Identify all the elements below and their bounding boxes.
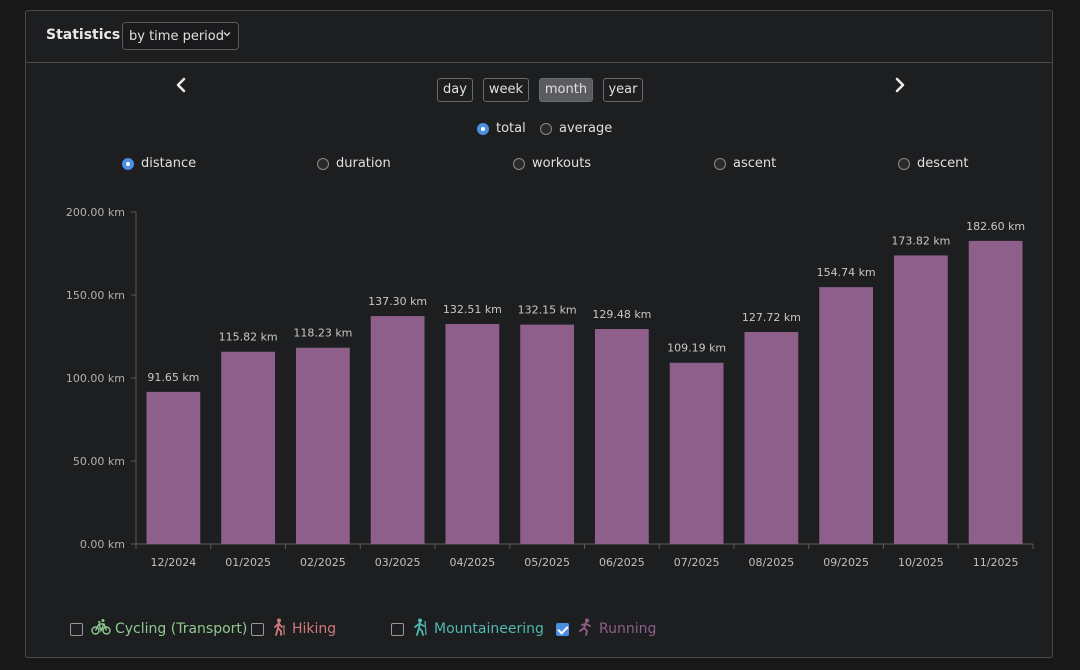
chevron-left-icon — [172, 77, 192, 99]
radio-label: duration — [336, 156, 391, 171]
x-tick-label: 10/2025 — [898, 556, 944, 569]
next-period-button[interactable] — [889, 75, 909, 95]
bar-value-label: 115.82 km — [219, 331, 278, 344]
radio-dot — [122, 157, 134, 170]
chart-bar — [221, 351, 276, 544]
checkbox[interactable] — [556, 622, 569, 636]
radio-label: distance — [141, 156, 197, 171]
x-tick-label: 12/2024 — [151, 556, 197, 569]
x-tick-label: 06/2025 — [599, 556, 645, 569]
metric-workouts-radio[interactable]: workouts — [513, 156, 591, 171]
chart-bar — [819, 287, 874, 544]
checkbox[interactable] — [391, 622, 404, 636]
radio-dot — [477, 122, 489, 135]
x-tick-label: 02/2025 — [300, 556, 346, 569]
bar-value-label: 91.65 km — [147, 371, 199, 384]
page-title: Statistics — [46, 27, 121, 43]
x-tick-label: 05/2025 — [524, 556, 570, 569]
checkbox[interactable] — [70, 622, 83, 636]
period-month-button[interactable]: month — [539, 78, 593, 102]
sport-filter-running[interactable]: Running — [556, 618, 656, 640]
x-tick-label: 01/2025 — [225, 556, 271, 569]
period-year-button[interactable]: year — [603, 78, 643, 102]
radio-dot — [540, 122, 552, 135]
sport-label: Mountaineering — [434, 621, 544, 637]
y-tick-label: 50.00 km — [73, 455, 125, 468]
x-tick-label: 09/2025 — [823, 556, 869, 569]
bar-value-label: 154.74 km — [817, 266, 876, 279]
y-tick-label: 0.00 km — [80, 538, 125, 551]
metric-descent-radio[interactable]: descent — [898, 156, 969, 171]
x-tick-label: 04/2025 — [450, 556, 496, 569]
chart-bar — [893, 255, 948, 544]
chart-bar — [295, 347, 350, 544]
mountaineering-icon — [412, 618, 430, 640]
bar-value-label: 173.82 km — [891, 234, 950, 247]
radio-label: total — [496, 121, 526, 136]
metric-ascent-radio[interactable]: ascent — [714, 156, 776, 171]
mode-select-value: by time period — [129, 29, 224, 44]
sport-filter-mountaineering[interactable]: Mountaineering — [391, 618, 544, 640]
metric-duration-radio[interactable]: duration — [317, 156, 391, 171]
bar-value-label: 127.72 km — [742, 311, 801, 324]
bar-value-label: 132.51 km — [443, 303, 502, 316]
x-tick-label: 07/2025 — [674, 556, 720, 569]
radio-dot — [513, 157, 525, 170]
chart-bar — [370, 316, 425, 544]
sport-label: Hiking — [292, 621, 337, 637]
x-tick-label: 08/2025 — [749, 556, 795, 569]
aggregation-average-radio[interactable]: average — [540, 121, 612, 136]
bar-value-label: 137.30 km — [368, 295, 427, 308]
sport-label: Cycling (Transport) — [115, 621, 248, 637]
radio-dot — [317, 157, 329, 170]
chart-bar — [744, 331, 799, 544]
checkbox[interactable] — [251, 622, 264, 636]
chart-bar — [669, 362, 724, 544]
chart-bar — [520, 324, 575, 544]
metric-distance-radio[interactable]: distance — [122, 156, 196, 171]
x-tick-label: 11/2025 — [973, 556, 1019, 569]
chart-bar — [445, 324, 500, 544]
period-day-button[interactable]: day — [437, 78, 473, 102]
bar-value-label: 129.48 km — [592, 308, 651, 321]
sport-filter-hiking[interactable]: Hiking — [251, 618, 336, 640]
chevron-right-icon — [889, 77, 909, 99]
period-week-button[interactable]: week — [483, 78, 529, 102]
chart-bar — [594, 329, 649, 544]
bar-value-label: 132.15 km — [518, 304, 577, 317]
bar-value-label: 109.19 km — [667, 342, 726, 355]
bar-value-label: 118.23 km — [293, 327, 352, 340]
chart-bar — [968, 240, 1023, 544]
previous-period-button[interactable] — [172, 75, 192, 95]
chevron-down-icon — [222, 29, 232, 42]
radio-dot — [898, 157, 910, 170]
radio-label: descent — [917, 156, 969, 171]
radio-label: workouts — [532, 156, 592, 171]
radio-label: ascent — [733, 156, 777, 171]
y-tick-label: 100.00 km — [66, 372, 125, 385]
radio-dot — [714, 157, 726, 170]
sport-filter-cycling[interactable]: Cycling (Transport) — [70, 618, 247, 640]
bicycle-icon — [91, 618, 111, 640]
chart-bar — [146, 391, 201, 544]
bar-value-label: 182.60 km — [966, 220, 1025, 233]
running-icon — [577, 618, 595, 640]
radio-label: average — [559, 121, 613, 136]
hiking-icon — [272, 618, 288, 640]
mode-select[interactable]: by time period — [122, 22, 239, 50]
sport-label: Running — [599, 621, 657, 637]
aggregation-total-radio[interactable]: total — [477, 121, 526, 136]
y-tick-label: 150.00 km — [66, 289, 125, 302]
card-header: Statistics by time period — [26, 11, 1052, 63]
y-tick-label: 200.00 km — [66, 206, 125, 219]
x-tick-label: 03/2025 — [375, 556, 421, 569]
